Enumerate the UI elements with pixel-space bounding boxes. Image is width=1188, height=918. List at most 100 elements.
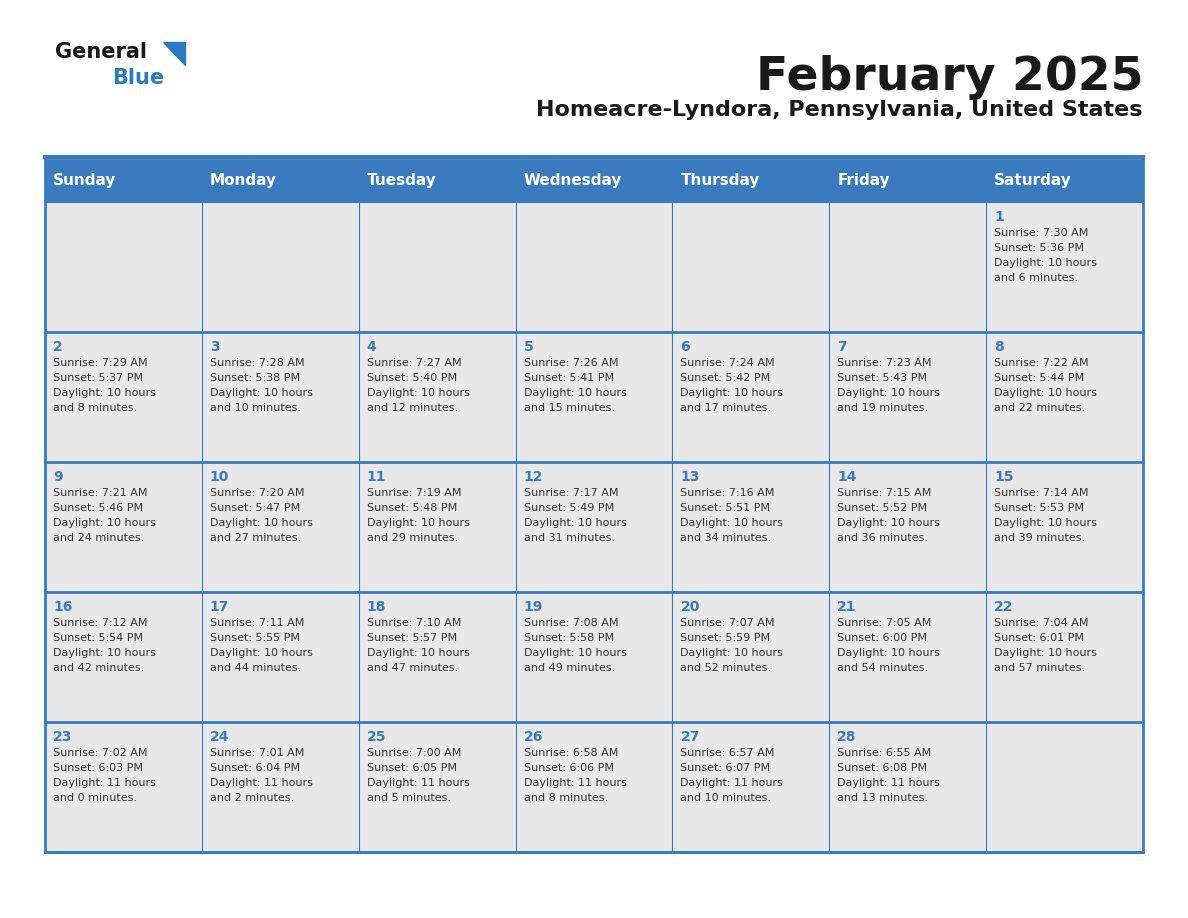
Text: and 57 minutes.: and 57 minutes. — [994, 663, 1086, 673]
Text: 15: 15 — [994, 470, 1013, 484]
Text: and 44 minutes.: and 44 minutes. — [210, 663, 301, 673]
Bar — [829, 332, 986, 462]
Text: Daylight: 11 hours: Daylight: 11 hours — [210, 778, 312, 788]
Text: Sunset: 6:06 PM: Sunset: 6:06 PM — [524, 763, 613, 773]
Text: Sunset: 5:53 PM: Sunset: 5:53 PM — [994, 503, 1085, 513]
Text: General: General — [55, 42, 147, 62]
Text: Sunset: 5:43 PM: Sunset: 5:43 PM — [838, 373, 928, 383]
Text: Daylight: 10 hours: Daylight: 10 hours — [524, 518, 626, 528]
Text: and 5 minutes.: and 5 minutes. — [367, 793, 450, 803]
Text: Blue: Blue — [112, 68, 164, 88]
Text: and 31 minutes.: and 31 minutes. — [524, 533, 614, 543]
Text: and 10 minutes.: and 10 minutes. — [681, 793, 771, 803]
Text: Sunset: 5:44 PM: Sunset: 5:44 PM — [994, 373, 1085, 383]
Text: Sunset: 5:49 PM: Sunset: 5:49 PM — [524, 503, 614, 513]
Text: Sunrise: 6:55 AM: Sunrise: 6:55 AM — [838, 748, 931, 758]
Bar — [45, 722, 202, 852]
Text: February 2025: February 2025 — [756, 55, 1143, 100]
Text: and 8 minutes.: and 8 minutes. — [524, 793, 608, 803]
Text: Sunday: Sunday — [53, 174, 116, 188]
Text: Sunrise: 7:16 AM: Sunrise: 7:16 AM — [681, 488, 775, 498]
Text: Sunrise: 7:00 AM: Sunrise: 7:00 AM — [367, 748, 461, 758]
Text: Sunrise: 7:05 AM: Sunrise: 7:05 AM — [838, 618, 931, 628]
Bar — [829, 202, 986, 332]
Text: and 34 minutes.: and 34 minutes. — [681, 533, 771, 543]
Text: Daylight: 10 hours: Daylight: 10 hours — [994, 258, 1097, 268]
Text: and 13 minutes.: and 13 minutes. — [838, 793, 928, 803]
Text: Daylight: 10 hours: Daylight: 10 hours — [53, 388, 156, 398]
Text: Sunset: 5:59 PM: Sunset: 5:59 PM — [681, 633, 771, 643]
Text: and 8 minutes.: and 8 minutes. — [53, 403, 137, 413]
Text: Sunset: 6:01 PM: Sunset: 6:01 PM — [994, 633, 1085, 643]
Text: Daylight: 10 hours: Daylight: 10 hours — [681, 648, 783, 658]
Text: Sunrise: 7:15 AM: Sunrise: 7:15 AM — [838, 488, 931, 498]
Text: and 54 minutes.: and 54 minutes. — [838, 663, 928, 673]
Text: Daylight: 10 hours: Daylight: 10 hours — [367, 648, 469, 658]
Text: Sunset: 5:41 PM: Sunset: 5:41 PM — [524, 373, 614, 383]
Text: Sunset: 6:05 PM: Sunset: 6:05 PM — [367, 763, 456, 773]
Text: Sunset: 5:47 PM: Sunset: 5:47 PM — [210, 503, 301, 513]
Bar — [45, 462, 202, 592]
Text: Homeacre-Lyndora, Pennsylvania, United States: Homeacre-Lyndora, Pennsylvania, United S… — [537, 100, 1143, 120]
Text: and 27 minutes.: and 27 minutes. — [210, 533, 301, 543]
Text: Daylight: 10 hours: Daylight: 10 hours — [838, 648, 940, 658]
Bar — [516, 592, 672, 722]
Text: 8: 8 — [994, 340, 1004, 354]
Text: Sunset: 5:55 PM: Sunset: 5:55 PM — [210, 633, 299, 643]
Text: 22: 22 — [994, 600, 1013, 614]
Text: Sunset: 5:48 PM: Sunset: 5:48 PM — [367, 503, 457, 513]
Text: 23: 23 — [53, 730, 72, 744]
Bar — [516, 462, 672, 592]
Text: Sunset: 5:52 PM: Sunset: 5:52 PM — [838, 503, 928, 513]
Text: Sunset: 5:38 PM: Sunset: 5:38 PM — [210, 373, 301, 383]
Bar — [672, 202, 829, 332]
Text: Daylight: 10 hours: Daylight: 10 hours — [681, 388, 783, 398]
Text: Sunset: 6:07 PM: Sunset: 6:07 PM — [681, 763, 771, 773]
Text: Sunrise: 7:07 AM: Sunrise: 7:07 AM — [681, 618, 775, 628]
Bar — [829, 722, 986, 852]
Text: Sunrise: 7:11 AM: Sunrise: 7:11 AM — [210, 618, 304, 628]
Text: Sunset: 5:51 PM: Sunset: 5:51 PM — [681, 503, 771, 513]
Text: and 19 minutes.: and 19 minutes. — [838, 403, 928, 413]
Text: 1: 1 — [994, 210, 1004, 224]
Text: 10: 10 — [210, 470, 229, 484]
Bar — [986, 202, 1143, 332]
Text: Sunrise: 7:14 AM: Sunrise: 7:14 AM — [994, 488, 1088, 498]
Text: Daylight: 10 hours: Daylight: 10 hours — [681, 518, 783, 528]
Text: 26: 26 — [524, 730, 543, 744]
Text: Tuesday: Tuesday — [367, 174, 436, 188]
Text: Sunrise: 7:02 AM: Sunrise: 7:02 AM — [53, 748, 147, 758]
Text: Sunset: 6:03 PM: Sunset: 6:03 PM — [53, 763, 143, 773]
Bar — [516, 202, 672, 332]
Text: Daylight: 10 hours: Daylight: 10 hours — [994, 518, 1097, 528]
Text: Daylight: 10 hours: Daylight: 10 hours — [53, 518, 156, 528]
Text: Saturday: Saturday — [994, 174, 1072, 188]
Text: Sunrise: 7:10 AM: Sunrise: 7:10 AM — [367, 618, 461, 628]
Bar — [45, 202, 202, 332]
Text: Daylight: 10 hours: Daylight: 10 hours — [524, 648, 626, 658]
Text: Sunset: 6:08 PM: Sunset: 6:08 PM — [838, 763, 928, 773]
Text: Sunset: 5:42 PM: Sunset: 5:42 PM — [681, 373, 771, 383]
Bar — [202, 202, 359, 332]
Text: Daylight: 10 hours: Daylight: 10 hours — [367, 388, 469, 398]
Text: and 15 minutes.: and 15 minutes. — [524, 403, 614, 413]
Bar — [45, 592, 202, 722]
Bar — [359, 722, 516, 852]
Text: and 24 minutes.: and 24 minutes. — [53, 533, 144, 543]
Text: and 42 minutes.: and 42 minutes. — [53, 663, 144, 673]
Text: Daylight: 10 hours: Daylight: 10 hours — [210, 388, 312, 398]
Text: Daylight: 10 hours: Daylight: 10 hours — [210, 648, 312, 658]
Bar — [829, 592, 986, 722]
Text: Sunrise: 7:12 AM: Sunrise: 7:12 AM — [53, 618, 147, 628]
Text: Sunrise: 7:30 AM: Sunrise: 7:30 AM — [994, 228, 1088, 238]
Text: Daylight: 10 hours: Daylight: 10 hours — [994, 648, 1097, 658]
Bar — [202, 722, 359, 852]
Bar — [359, 332, 516, 462]
Text: Sunset: 6:00 PM: Sunset: 6:00 PM — [838, 633, 928, 643]
Text: Sunset: 5:46 PM: Sunset: 5:46 PM — [53, 503, 143, 513]
Text: and 10 minutes.: and 10 minutes. — [210, 403, 301, 413]
Text: and 22 minutes.: and 22 minutes. — [994, 403, 1086, 413]
Text: Thursday: Thursday — [681, 174, 760, 188]
Text: Sunrise: 7:19 AM: Sunrise: 7:19 AM — [367, 488, 461, 498]
Text: Sunrise: 7:08 AM: Sunrise: 7:08 AM — [524, 618, 618, 628]
